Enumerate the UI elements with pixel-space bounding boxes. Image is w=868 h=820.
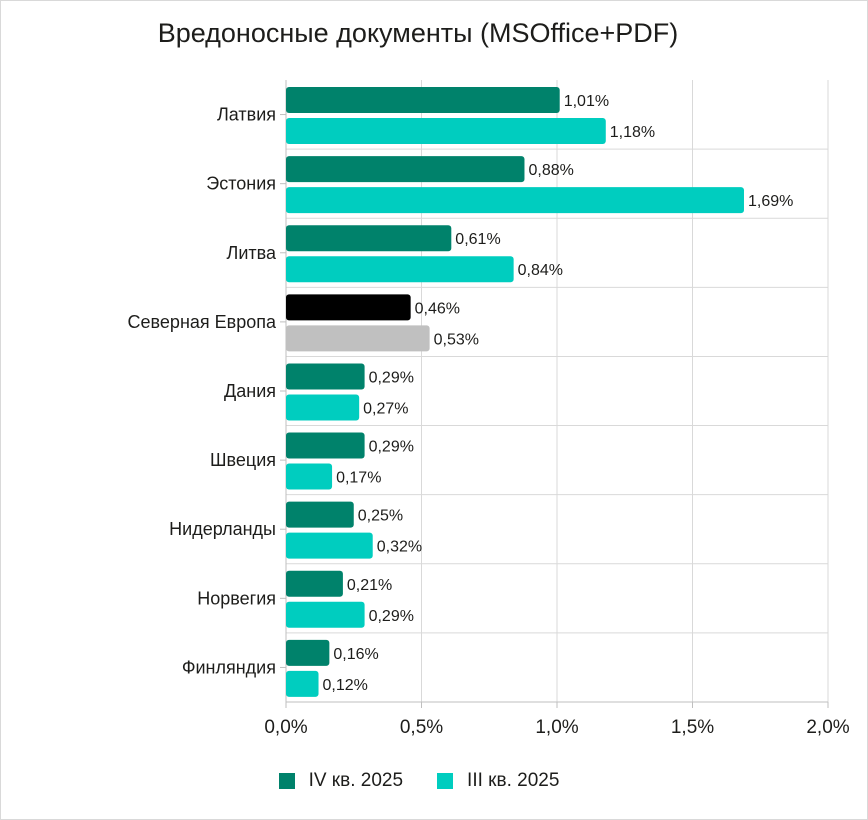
category-label: Нидерланды <box>169 519 276 539</box>
data-label: 0,53% <box>434 331 479 348</box>
category-label: Литва <box>227 243 277 263</box>
bar <box>286 570 343 597</box>
x-tick-label: 1,5% <box>671 717 714 738</box>
data-label: 0,17% <box>336 470 381 487</box>
bar <box>286 463 333 490</box>
x-tick-label: 1,0% <box>535 717 578 738</box>
category-label: Швеция <box>210 450 276 470</box>
data-label: 0,61% <box>455 231 500 248</box>
data-label: 0,46% <box>415 300 460 317</box>
bar <box>286 639 330 666</box>
category-label: Эстония <box>206 174 276 194</box>
x-tick-label: 0,0% <box>264 717 307 738</box>
category-label: Норвегия <box>197 588 276 608</box>
legend-item-q4[interactable]: IV кв. 2025 <box>278 770 404 792</box>
legend-item-q3[interactable]: III кв. 2025 <box>437 770 559 792</box>
data-label: 0,84% <box>518 262 563 279</box>
data-label: 0,27% <box>363 400 408 417</box>
bar <box>286 394 360 421</box>
bar <box>286 256 514 283</box>
bar <box>286 225 452 252</box>
data-label: 1,69% <box>748 193 793 210</box>
data-label: 0,12% <box>323 677 368 694</box>
data-label: 1,01% <box>564 93 609 110</box>
data-label: 0,29% <box>369 439 414 456</box>
data-label: 0,21% <box>347 577 392 594</box>
bar <box>286 87 560 113</box>
bar <box>286 156 525 183</box>
data-label: 0,29% <box>369 608 414 625</box>
legend-label-q4: IV кв. 2025 <box>308 770 404 791</box>
category-label: Латвия <box>217 105 276 125</box>
bar <box>286 601 365 628</box>
legend: IV кв. 2025 III кв. 2025 <box>0 770 853 792</box>
data-label: 0,32% <box>377 539 422 556</box>
bar <box>286 118 606 144</box>
data-label: 0,29% <box>369 369 414 386</box>
bar <box>286 363 365 390</box>
bar <box>286 294 411 321</box>
data-label: 0,16% <box>333 646 378 663</box>
legend-swatch-q4 <box>278 773 295 789</box>
chart-title: Вредоносные документы (MSOffice+PDF) <box>157 18 679 48</box>
bar <box>286 187 744 214</box>
legend-swatch-q3 <box>437 773 454 789</box>
bar <box>286 532 373 559</box>
legend-label-q3: III кв. 2025 <box>467 770 560 791</box>
category-label: Финляндия <box>182 657 276 677</box>
data-label: 1,18% <box>610 124 655 141</box>
bar <box>286 501 354 528</box>
data-label: 0,88% <box>528 162 573 179</box>
category-label: Северная Европа <box>128 312 277 332</box>
bar <box>286 670 319 697</box>
x-tick-label: 0,5% <box>400 717 443 738</box>
x-tick-label: 2,0% <box>806 717 849 738</box>
bar <box>286 325 430 352</box>
data-label: 0,25% <box>358 508 403 525</box>
bar <box>286 432 365 459</box>
category-label: Дания <box>224 381 276 401</box>
